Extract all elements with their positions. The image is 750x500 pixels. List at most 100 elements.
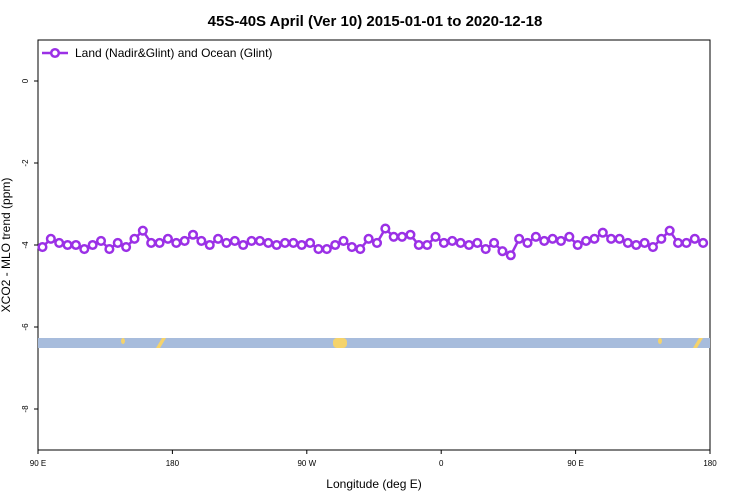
data-point xyxy=(313,244,324,255)
data-point xyxy=(681,237,692,248)
data-point xyxy=(79,244,90,255)
data-point xyxy=(371,237,383,248)
data-point xyxy=(146,237,157,248)
y-tick-label: 0 xyxy=(21,78,30,83)
data-point xyxy=(162,233,173,244)
y-tick-label: -6 xyxy=(21,323,30,331)
data-point xyxy=(463,239,475,251)
data-point xyxy=(639,237,650,248)
data-point xyxy=(305,237,316,248)
data-point xyxy=(472,237,483,248)
data-point xyxy=(288,237,299,248)
data-point xyxy=(37,242,48,253)
data-point xyxy=(129,233,140,244)
data-point xyxy=(171,237,182,248)
data-point xyxy=(514,233,525,244)
data-point xyxy=(405,229,416,240)
data-point xyxy=(87,239,98,251)
data-point xyxy=(154,237,165,248)
data-point xyxy=(330,239,341,251)
data-point xyxy=(204,239,215,251)
data-point xyxy=(45,233,56,244)
data-point xyxy=(589,233,600,244)
data-point xyxy=(363,233,374,244)
data-point xyxy=(62,239,73,251)
data-point xyxy=(581,235,592,246)
data-point xyxy=(530,231,541,242)
data-point xyxy=(355,244,366,255)
data-point xyxy=(263,237,274,248)
ocean-strip xyxy=(38,338,710,348)
y-tick-label: -2 xyxy=(21,159,30,167)
data-point xyxy=(698,237,709,248)
land-patch xyxy=(121,338,125,344)
data-point xyxy=(430,231,441,242)
data-point xyxy=(422,239,433,251)
data-point xyxy=(321,244,332,255)
data-point xyxy=(196,235,207,246)
data-point xyxy=(104,244,115,255)
data-point xyxy=(614,233,625,244)
data-point xyxy=(572,239,583,251)
land-patch xyxy=(156,338,166,348)
data-point xyxy=(564,231,575,242)
x-axis-label: Longitude (deg E) xyxy=(326,477,421,491)
data-point xyxy=(664,225,675,236)
data-point xyxy=(438,237,449,248)
y-tick-label: -4 xyxy=(21,241,30,249)
x-tick-label: 0 xyxy=(439,459,444,468)
legend-label: Land (Nadir&Glint) and Ocean (Glint) xyxy=(75,46,272,60)
data-point xyxy=(522,237,533,248)
data-point xyxy=(238,239,249,251)
data-point xyxy=(497,246,508,257)
data-point xyxy=(505,250,516,261)
x-tick-label: 90 E xyxy=(567,459,583,468)
data-point xyxy=(70,239,81,251)
data-point xyxy=(388,231,399,242)
land-patch xyxy=(333,338,347,348)
data-point xyxy=(213,233,224,244)
data-point xyxy=(246,235,257,246)
chart-title: 45S-40S April (Ver 10) 2015-01-01 to 202… xyxy=(208,13,543,30)
data-point xyxy=(112,237,123,248)
data-point xyxy=(606,233,617,244)
data-point xyxy=(489,237,500,248)
x-tick-label: 180 xyxy=(166,459,180,468)
data-point xyxy=(447,235,458,246)
data-point xyxy=(121,242,132,253)
data-point xyxy=(539,235,550,246)
data-point xyxy=(622,237,633,248)
land-patch xyxy=(658,338,662,344)
data-point xyxy=(380,223,391,234)
data-point xyxy=(338,235,349,246)
data-point xyxy=(413,239,424,251)
data-point xyxy=(480,244,491,255)
data-point xyxy=(296,239,307,251)
x-tick-label: 90 W xyxy=(297,459,316,468)
data-point xyxy=(689,233,700,244)
data-point xyxy=(95,235,107,246)
data-point xyxy=(346,242,357,253)
data-point xyxy=(187,229,199,240)
data-point xyxy=(672,237,684,248)
legend-marker xyxy=(49,47,61,59)
data-point xyxy=(229,235,240,246)
data-point xyxy=(54,237,65,248)
data-point xyxy=(631,239,642,251)
data-point xyxy=(137,225,148,236)
y-axis-label: XCO2 - MLO trend (ppm) xyxy=(0,178,13,313)
data-point xyxy=(647,242,659,253)
data-point xyxy=(656,233,667,244)
data-point xyxy=(597,227,608,238)
data-point xyxy=(179,235,190,246)
data-point xyxy=(271,239,282,251)
x-tick-label: 90 E xyxy=(30,459,46,468)
data-point xyxy=(254,235,265,246)
data-point xyxy=(221,237,232,248)
land-mask-strip xyxy=(38,338,710,348)
y-tick-label: -8 xyxy=(21,405,30,413)
data-point xyxy=(555,235,567,246)
data-point xyxy=(547,233,558,244)
data-point xyxy=(397,231,408,242)
